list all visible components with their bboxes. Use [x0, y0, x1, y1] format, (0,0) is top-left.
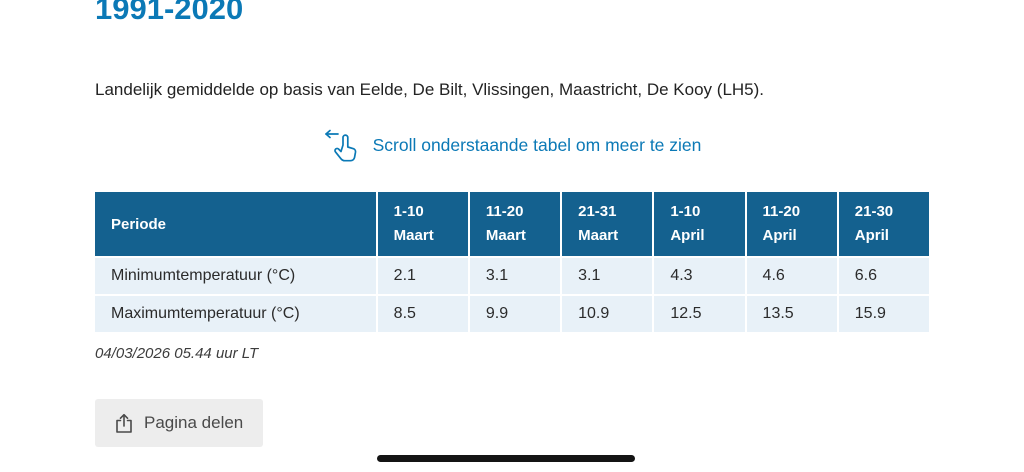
cell-value: 3.1 [562, 258, 653, 294]
cell-value: 3.1 [469, 258, 561, 294]
row-label: Maximumtemperatuur (°C) [95, 296, 376, 332]
share-page-button[interactable]: Pagina delen [95, 399, 264, 447]
col-header-month: April [670, 227, 705, 244]
col-header-1-10-maart: 1-10 Maart [377, 192, 468, 256]
share-icon [115, 413, 133, 434]
col-header-range: 1-10 [393, 203, 424, 220]
col-header-periode: Periode [95, 192, 376, 256]
col-header-month: Maart [393, 227, 434, 244]
intro-text: Landelijk gemiddelde op basis van Eelde,… [95, 80, 765, 99]
cell-value: 6.6 [838, 258, 929, 294]
cell-value: 4.3 [654, 258, 745, 294]
col-header-11-20-april: 11-20 April [746, 192, 837, 256]
col-header-month: Maart [485, 227, 526, 244]
col-header-range: 21-30 [854, 203, 894, 220]
cell-value: 12.5 [654, 296, 745, 332]
col-header-range: 11-20 [485, 203, 524, 220]
cell-value: 8.5 [377, 296, 468, 332]
col-header-11-20-maart: 11-20 Maart [469, 192, 561, 256]
col-header-month: Maart [578, 227, 619, 244]
col-header-range: 1-10 [670, 203, 701, 220]
scroll-hint: Scroll onderstaande tabel om meer te zie… [95, 127, 929, 163]
swipe-hand-icon [323, 129, 359, 163]
table-header-row: Periode 1-10 Maart 11-20 Maart 21-31 Maa… [95, 192, 929, 256]
cell-value: 4.6 [746, 258, 837, 294]
cell-value: 10.9 [562, 296, 653, 332]
page-title: 1991-2020 [95, 0, 244, 26]
share-button-label: Pagina delen [144, 413, 244, 432]
cell-value: 15.9 [838, 296, 929, 332]
cell-value: 9.9 [469, 296, 561, 332]
cell-value: 13.5 [746, 296, 837, 332]
col-header-range: 11-20 [762, 203, 801, 220]
col-header-21-30-april: 21-30 April [838, 192, 929, 256]
bottom-scrollbar[interactable] [377, 455, 635, 462]
temperature-table-grid: Periode 1-10 Maart 11-20 Maart 21-31 Maa… [93, 190, 931, 334]
row-label: Minimumtemperatuur (°C) [95, 258, 376, 294]
col-header-month: April [762, 227, 797, 244]
col-header-21-31-maart: 21-31 Maart [562, 192, 653, 256]
col-header-range: 21-31 [578, 203, 617, 220]
cell-value: 2.1 [377, 258, 468, 294]
col-header-1-10-april: 1-10 April [654, 192, 745, 256]
table-row-min-temp: Minimumtemperatuur (°C) 2.1 3.1 3.1 4.3 … [95, 258, 929, 294]
table-row-max-temp: Maximumtemperatuur (°C) 8.5 9.9 10.9 12.… [95, 296, 929, 332]
temperature-table[interactable]: Periode 1-10 Maart 11-20 Maart 21-31 Maa… [93, 190, 931, 334]
timestamp: 04/03/2026 05.44 uur LT [95, 345, 259, 362]
col-header-month: April [854, 227, 889, 244]
scroll-hint-text: Scroll onderstaande tabel om meer te zie… [372, 134, 702, 155]
